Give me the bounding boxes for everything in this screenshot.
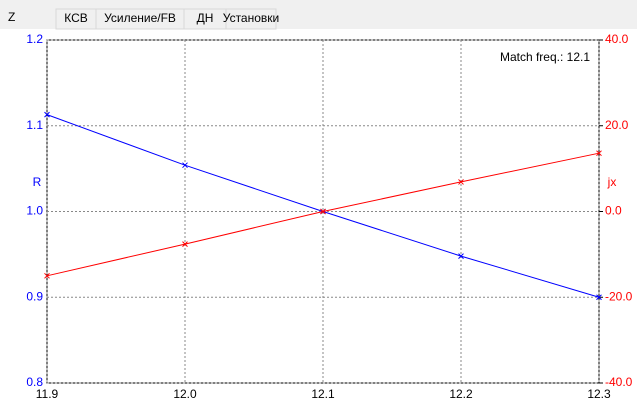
y-tick-label: 1.0	[26, 204, 43, 218]
y2-tick-label: 0.0	[605, 204, 622, 218]
y-tick-label: 1.1	[26, 118, 43, 132]
tab-label[interactable]: Установки	[223, 11, 279, 25]
y2-axis-label: jx	[607, 175, 617, 189]
y-axis-label: R	[33, 175, 42, 189]
y-tick-label: 0.8	[26, 375, 43, 389]
y2-tick-label: -40.0	[605, 375, 633, 389]
point-marker	[596, 294, 602, 301]
point-marker	[320, 208, 326, 215]
tab-label[interactable]: ДН	[197, 11, 214, 25]
tab-label[interactable]: Усиление/FB	[104, 11, 176, 25]
x-tick-label: 12.2	[449, 387, 473, 401]
x-tick-label: 11.9	[36, 387, 59, 401]
point-marker	[182, 162, 188, 169]
y-tick-label: 0.9	[26, 289, 43, 303]
point-marker	[458, 179, 464, 185]
x-tick-label: 12.3	[587, 387, 611, 401]
tab[interactable]	[225, 8, 277, 30]
point-marker	[596, 150, 602, 157]
y2-tick-label: 20.0	[605, 118, 629, 132]
panel-label: Z	[8, 10, 15, 24]
y2-tick-label: 40.0	[605, 32, 629, 46]
x-tick-label: 12.0	[173, 387, 197, 401]
point-marker	[458, 253, 464, 259]
tab-label[interactable]: КСВ	[64, 11, 88, 25]
y2-tick-label: -20.0	[605, 289, 633, 303]
annotation: Match freq.: 12.1	[500, 50, 590, 64]
y-tick-label: 1.2	[26, 32, 43, 46]
point-marker	[44, 272, 50, 279]
x-tick-label: 12.1	[311, 387, 335, 401]
point-marker	[182, 241, 188, 247]
point-marker	[44, 111, 50, 118]
